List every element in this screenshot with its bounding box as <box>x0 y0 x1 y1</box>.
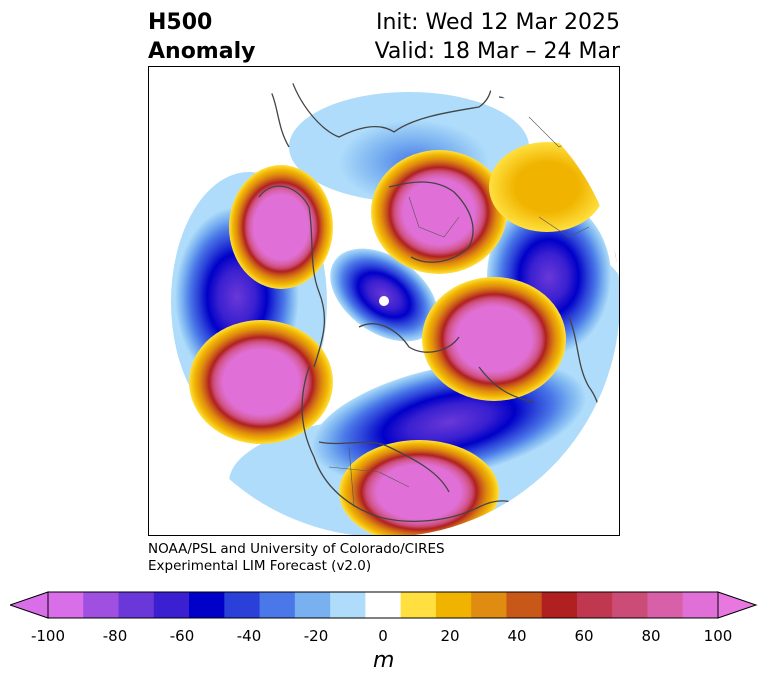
colorbar-extend-low <box>10 591 49 619</box>
colorbar-segment <box>647 592 684 618</box>
central-asia-high <box>489 142 605 232</box>
colorbar-segment <box>612 592 648 618</box>
siberia-high <box>371 150 507 274</box>
colorbar-tick-label: 100 <box>703 627 733 645</box>
title-right: Init: Wed 12 Mar 2025 Valid: 18 Mar – 24… <box>375 8 620 66</box>
colorbar-segment <box>541 592 578 618</box>
valid-range: Valid: 18 Mar – 24 Mar <box>374 39 620 64</box>
init-date: Init: Wed 12 Mar 2025 <box>375 10 620 35</box>
colorbar-tick-label: -80 <box>102 627 128 645</box>
colorbar-outline <box>47 591 719 619</box>
colorbar-segments <box>48 592 719 618</box>
colorbar-segment <box>259 592 296 618</box>
colorbar-segment <box>330 592 366 618</box>
title-left: H500 Anomaly <box>148 8 255 66</box>
north-atlantic-high <box>422 277 566 401</box>
colorbar <box>10 591 758 619</box>
eastern-us-high <box>339 440 499 535</box>
north-pole-marker <box>379 296 389 306</box>
colorbar-tick-label: 0 <box>378 627 388 645</box>
variable-title: H500 <box>148 10 213 35</box>
colorbar-segment <box>400 592 437 618</box>
colorbar-tick-label: -40 <box>236 627 262 645</box>
colorbar-tick-label: -20 <box>303 627 329 645</box>
colorbar-segment <box>153 592 190 618</box>
map-svg <box>171 67 619 535</box>
colorbar-segment <box>189 592 225 618</box>
northeast-pacific-high <box>189 320 333 444</box>
colorbar-extend-high <box>717 591 758 619</box>
anomaly-title: Anomaly <box>148 39 256 64</box>
colorbar-segment <box>48 592 84 618</box>
colorbar-unit: m <box>373 648 395 673</box>
colorbar-tick-label: 60 <box>574 627 594 645</box>
colorbar-tick-label: 20 <box>440 627 460 645</box>
colorbar-segment <box>506 592 543 618</box>
colorbar-segment <box>471 592 507 618</box>
colorbar-segment <box>435 592 472 618</box>
colorbar-segment <box>83 592 120 618</box>
colorbar-tick-label: -100 <box>30 627 66 645</box>
colorbar-segment <box>365 592 402 618</box>
colorbar-tick-label: 40 <box>507 627 527 645</box>
colorbar-segment <box>118 592 155 618</box>
colorbar-tick-label: 80 <box>641 627 661 645</box>
credit-line-1: NOAA/PSL and University of Colorado/CIRE… <box>148 541 445 557</box>
credit-line-2: Experimental LIM Forecast (v2.0) <box>148 558 372 574</box>
colorbar-segment <box>682 592 719 618</box>
arctic-low <box>330 248 438 342</box>
credit-text: NOAA/PSL and University of Colorado/CIRE… <box>148 541 445 575</box>
colorbar-segment <box>576 592 613 618</box>
east-asia-high <box>229 165 333 289</box>
colorbar-segment <box>294 592 331 618</box>
colorbar-segment <box>224 592 261 618</box>
colorbar-tick-label: -60 <box>169 627 195 645</box>
anomaly-map <box>148 66 620 536</box>
